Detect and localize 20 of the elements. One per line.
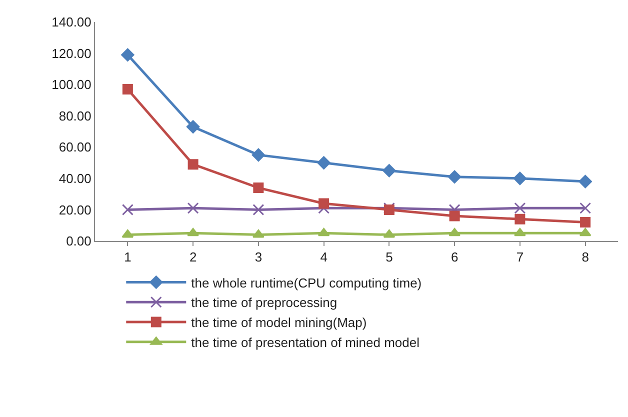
legend-label: the time of model mining(Map) (191, 315, 367, 330)
y-tick-label: 80.00 (58, 108, 92, 124)
y-tick-label: 100.00 (52, 77, 92, 92)
y-tick-label: 40.00 (58, 170, 92, 186)
y-tick-label: 0.00 (66, 234, 92, 249)
x-tick-label: 7 (516, 250, 524, 265)
y-tick-label: 140.00 (52, 14, 92, 30)
y-tick-label: 60.00 (58, 140, 92, 155)
x-tick-label: 3 (254, 250, 262, 265)
x-tick-label: 5 (386, 250, 393, 265)
x-tick-label: 1 (124, 250, 132, 265)
x-tick-label: 6 (450, 250, 458, 265)
legend-label: the whole runtime(CPU computing time) (191, 275, 422, 290)
y-tick-label: 20.00 (58, 202, 92, 218)
y-tick-label: 120.00 (52, 46, 92, 61)
legend-label: the time of presentation of mined model (191, 335, 420, 350)
x-tick-label: 2 (189, 250, 197, 265)
x-tick-label: 4 (320, 250, 328, 265)
legend-label: the time of preprocessing (191, 295, 338, 310)
x-tick-label: 8 (582, 250, 589, 265)
